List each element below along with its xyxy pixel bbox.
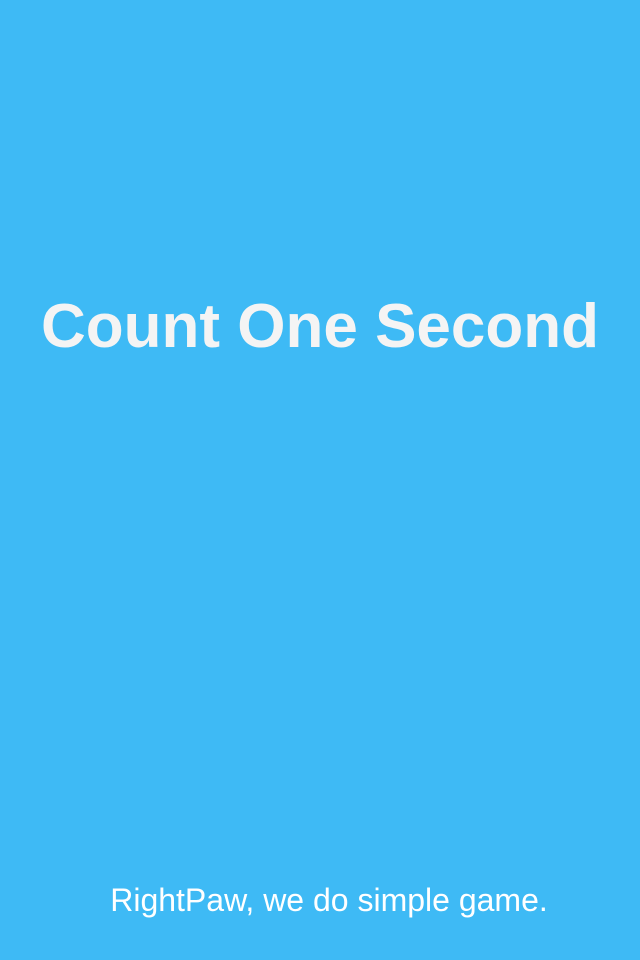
studio-tagline: RightPaw, we do simple game.	[110, 882, 548, 918]
app-title: Count One Second	[41, 292, 599, 361]
